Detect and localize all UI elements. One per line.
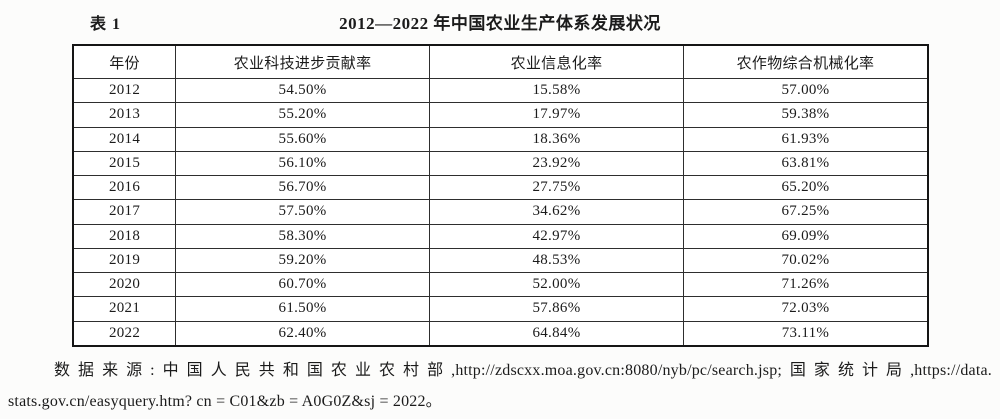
table-cell: 67.25% [682,199,929,225]
table-cell: 57.50% [175,199,431,225]
table-row: 2016 56.70% 27.75% 65.20% [72,174,929,201]
table-cell: 18.36% [429,126,684,152]
table-cell: 62.40% [175,320,431,347]
header-cell-mechanization: 农作物综合机械化率 [682,44,929,79]
table-cell: 58.30% [175,223,431,249]
table-row: 2018 58.30% 42.97% 69.09% [72,223,929,249]
table-cell: 2015 [72,150,177,177]
table-cell: 27.75% [429,174,684,201]
table-cell: 71.26% [682,271,929,298]
table-cell: 54.50% [175,77,431,104]
table-cell: 59.38% [682,102,929,128]
table-cell: 2020 [72,271,177,298]
data-table-container: 年份 农业科技进步贡献率 农业信息化率 农作物综合机械化率 2012 54.50%… [72,44,929,347]
table-cell: 55.60% [175,126,431,152]
table-cell: 70.02% [682,247,929,274]
table-cell: 2014 [72,126,177,152]
table-caption-row: 表 1 2012—2022 年中国农业生产体系发展状况 [0,6,1000,36]
table-cell: 2012 [72,77,177,104]
table-cell: 61.93% [682,126,929,152]
table-row: 2014 55.60% 18.36% 61.93% [72,126,929,152]
table-cell: 2013 [72,102,177,128]
table-cell: 2019 [72,247,177,274]
table-cell: 48.53% [429,247,684,274]
table-cell: 2018 [72,223,177,249]
table-cell: 60.70% [175,271,431,298]
header-cell-informatization: 农业信息化率 [429,44,684,79]
table-row: 2021 61.50% 57.86% 72.03% [72,296,929,322]
table-cell: 72.03% [682,296,929,322]
page-title: 2012—2022 年中国农业生产体系发展状况 [339,14,661,33]
table-cell: 52.00% [429,271,684,298]
table-cell: 61.50% [175,296,431,322]
data-source-note: 数据来源:中国人民共和国农业农村部,http://zdscxx.moa.gov.… [8,355,992,417]
table-row: 2022 62.40% 64.84% 73.11% [72,320,929,347]
table-row: 2019 59.20% 48.53% 70.02% [72,247,929,274]
table-label: 表 1 [90,16,122,33]
table-cell: 56.10% [175,150,431,177]
table-cell: 64.84% [429,320,684,347]
table-cell: 73.11% [682,320,929,347]
table-cell: 2016 [72,174,177,201]
header-cell-year: 年份 [72,44,177,79]
table-row: 2013 55.20% 17.97% 59.38% [72,102,929,128]
data-source-line2: stats.gov.cn/easyquery.htm? cn = C01&zb … [8,393,442,410]
table-cell: 57.00% [682,77,929,104]
data-source-line1: 数据来源:中国人民共和国农业农村部,http://zdscxx.moa.gov.… [54,362,992,379]
table-cell: 15.58% [429,77,684,104]
table-row: 2015 56.10% 23.92% 63.81% [72,150,929,177]
table-row: 2020 60.70% 52.00% 71.26% [72,271,929,298]
data-table: 年份 农业科技进步贡献率 农业信息化率 农作物综合机械化率 2012 54.50%… [72,44,929,347]
table-cell: 59.20% [175,247,431,274]
table-cell: 63.81% [682,150,929,177]
table-cell: 56.70% [175,174,431,201]
table-row: 2012 54.50% 15.58% 57.00% [72,77,929,104]
table-cell: 2021 [72,296,177,322]
table-cell: 55.20% [175,102,431,128]
table-cell: 2022 [72,320,177,347]
table-cell: 42.97% [429,223,684,249]
table-body: 2012 54.50% 15.58% 57.00% 2013 55.20% 17.97% 59… [72,77,929,347]
table-cell: 2017 [72,199,177,225]
table-cell: 57.86% [429,296,684,322]
table-row: 2017 57.50% 34.62% 67.25% [72,199,929,225]
table-header-row: 年份 农业科技进步贡献率 农业信息化率 农作物综合机械化率 [72,44,929,79]
table-cell: 23.92% [429,150,684,177]
table-cell: 65.20% [682,174,929,201]
table-cell: 17.97% [429,102,684,128]
table-cell: 34.62% [429,199,684,225]
table-cell: 69.09% [682,223,929,249]
header-cell-tech-contribution: 农业科技进步贡献率 [175,44,431,79]
